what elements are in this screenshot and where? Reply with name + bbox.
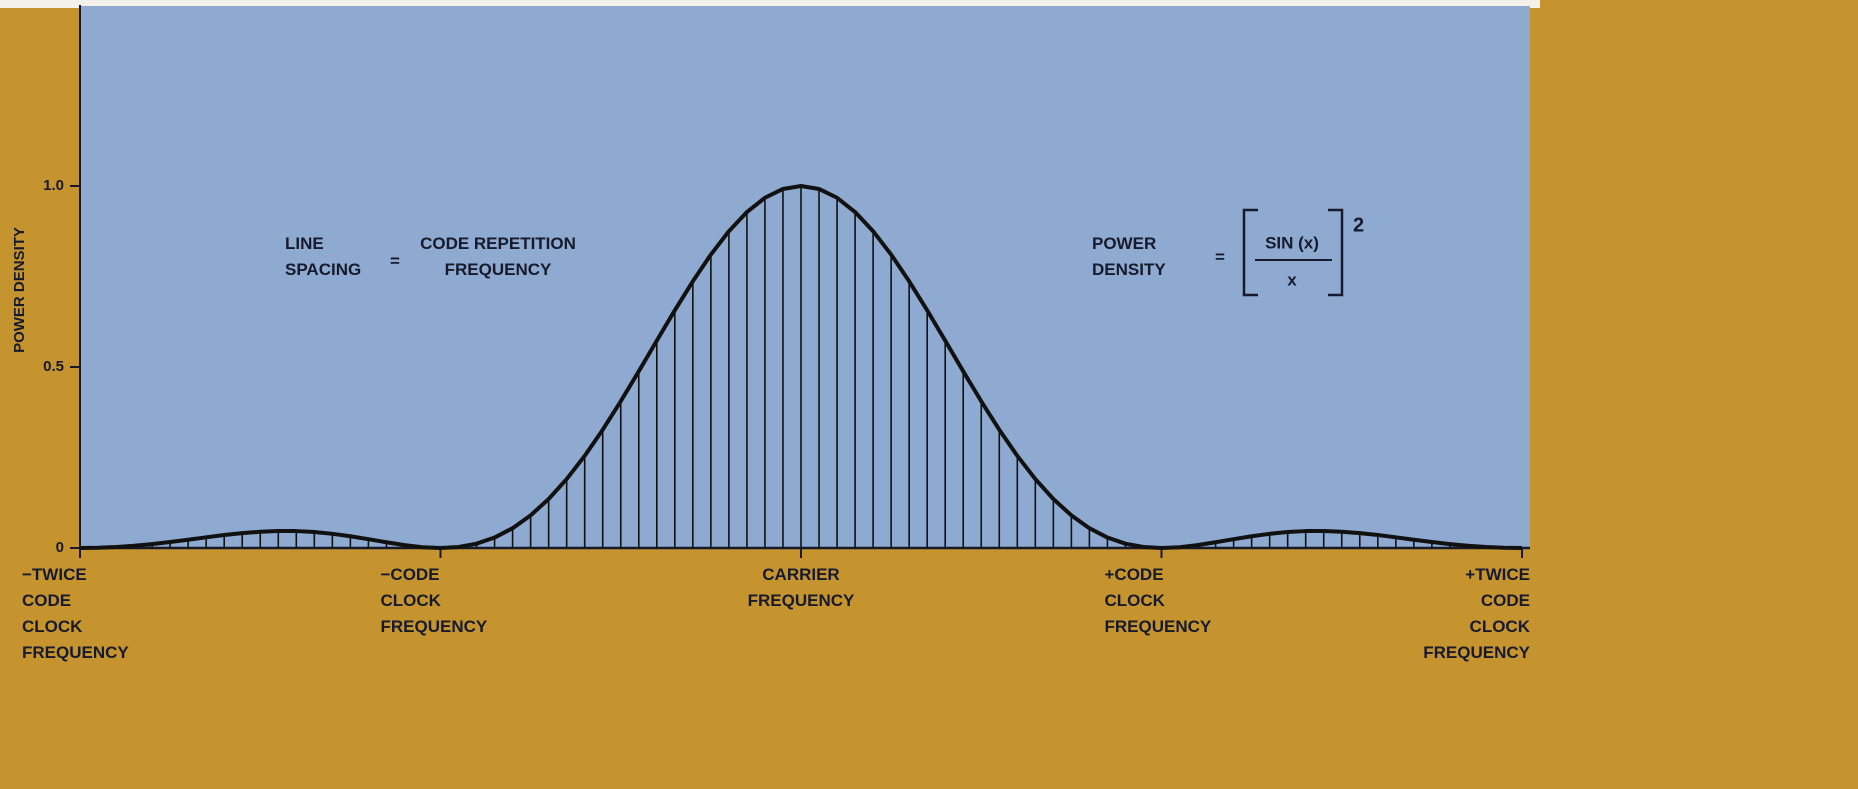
annotation: POWER DENSITY — [1092, 234, 1166, 279]
envelope-curve — [79, 184, 1523, 550]
annotation: CODE REPETITION FREQUENCY — [420, 234, 576, 279]
y-tick-label: 1.0 — [43, 177, 64, 194]
y-tick-label: 0 — [56, 539, 64, 556]
annotation: = — [390, 251, 400, 270]
annotation: LINE SPACING — [285, 234, 361, 279]
x-tick-label: CARRIER FREQUENCY — [748, 565, 855, 610]
formula-denominator: x — [1287, 270, 1297, 289]
formula-exponent: 2 — [1353, 214, 1364, 236]
plot-area — [80, 6, 1530, 548]
x-tick-label: −CODE CLOCK FREQUENCY — [381, 565, 488, 636]
formula-brackets — [1242, 208, 1344, 297]
formula-numerator: SIN (x) — [1265, 233, 1319, 252]
top-strip — [0, 0, 1540, 8]
x-tick-label: +CODE CLOCK FREQUENCY — [1105, 565, 1212, 636]
y-tick-label: 0.5 — [43, 358, 64, 375]
annotation: = — [1215, 247, 1225, 266]
x-tick-label: −TWICE CODE CLOCK FREQUENCY — [22, 565, 129, 662]
x-tick-label: +TWICE CODE CLOCK FREQUENCY — [1423, 565, 1530, 662]
y-axis-label: POWER DENSITY — [11, 227, 28, 353]
